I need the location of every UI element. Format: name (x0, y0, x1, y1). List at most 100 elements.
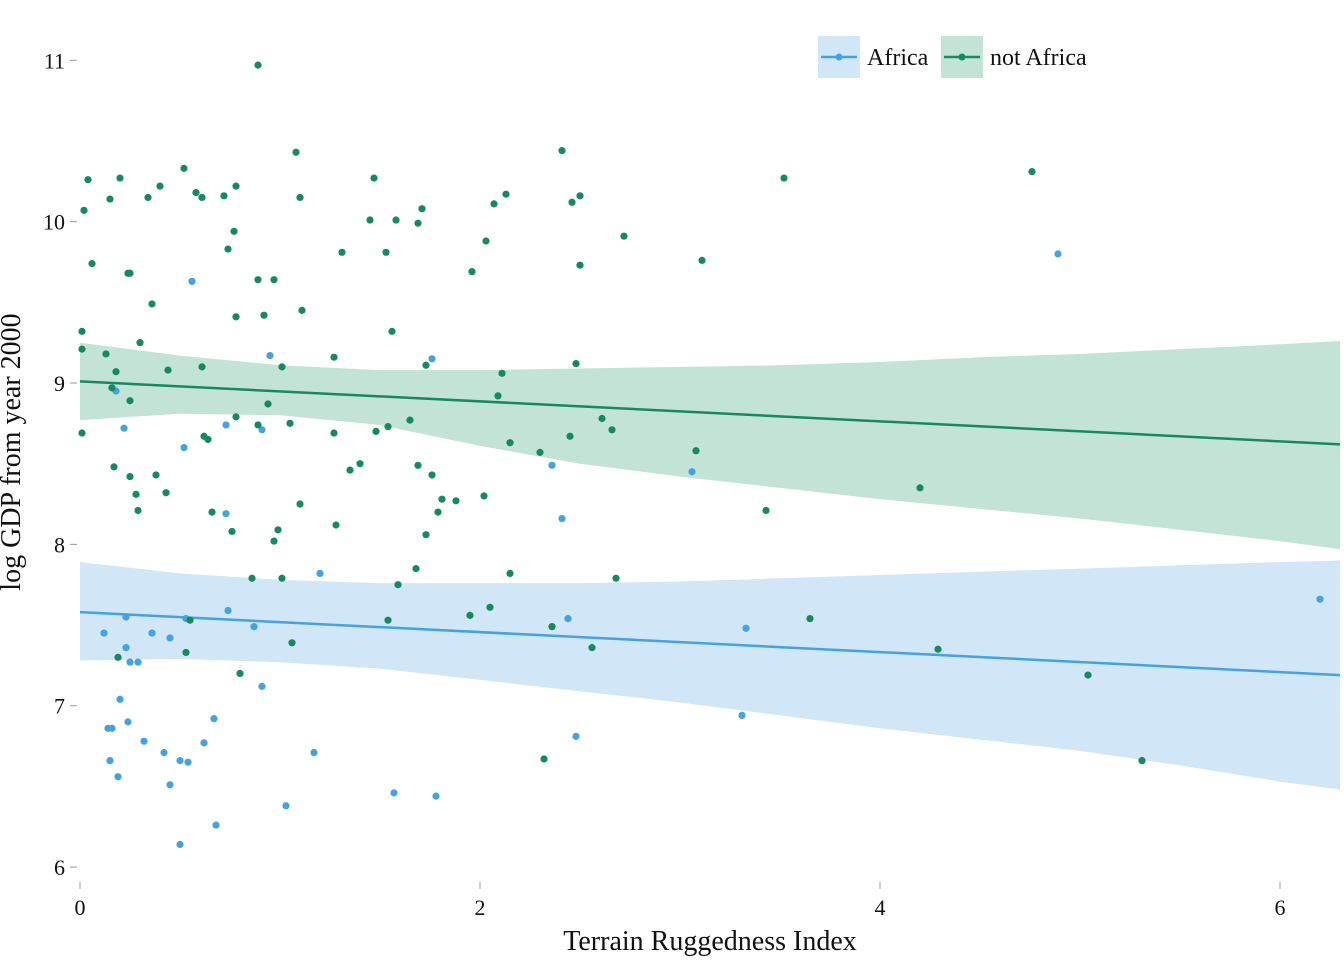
data-point-africa (100, 629, 108, 637)
legend-label-africa: Africa (867, 45, 929, 71)
data-point-not-africa (692, 447, 700, 455)
data-point-africa (134, 658, 142, 666)
x-tick-label: 6 (1275, 895, 1286, 920)
x-tick-label: 0 (75, 895, 86, 920)
data-point-not-africa (438, 495, 446, 503)
data-point-not-africa (286, 419, 294, 427)
data-point-not-africa (110, 463, 118, 471)
data-point-not-africa (1084, 671, 1092, 679)
data-point-not-africa (346, 466, 354, 474)
data-point-not-africa (126, 269, 134, 277)
data-point-not-africa (224, 245, 232, 253)
data-point-not-africa (278, 574, 286, 582)
data-point-not-africa (502, 190, 510, 198)
data-point-not-africa (330, 429, 338, 437)
data-point-not-africa (152, 471, 160, 479)
data-point-not-africa (296, 500, 304, 508)
data-point-not-africa (80, 206, 88, 214)
y-tick-label: 11 (44, 48, 65, 73)
data-point-africa (222, 510, 230, 518)
data-point-not-africa (482, 237, 490, 245)
data-point-africa (742, 624, 750, 632)
data-point-not-africa (228, 527, 236, 536)
y-tick-label: 9 (54, 371, 65, 396)
data-point-not-africa (232, 313, 240, 321)
y-tick-label: 8 (54, 532, 65, 557)
data-point-africa (282, 802, 290, 810)
data-point-africa (212, 821, 220, 829)
x-axis-title: Terrain Ruggedness Index (563, 926, 857, 957)
data-point-not-africa (506, 439, 514, 447)
confidence-band-africa (80, 560, 1340, 790)
data-point-not-africa (486, 603, 494, 611)
data-points (78, 61, 1324, 849)
data-point-not-africa (182, 648, 190, 657)
data-point-not-africa (1028, 168, 1036, 176)
data-point-not-africa (198, 193, 206, 202)
data-point-africa (116, 695, 124, 703)
data-point-africa (258, 682, 266, 690)
data-point-not-africa (278, 363, 286, 371)
data-point-not-africa (298, 306, 306, 314)
data-point-not-africa (112, 368, 120, 376)
data-point-not-africa (498, 369, 506, 377)
data-point-not-africa (236, 669, 244, 678)
data-point-not-africa (608, 426, 616, 434)
data-point-not-africa (412, 564, 420, 573)
data-point-not-africa (192, 188, 200, 197)
data-point-not-africa (406, 416, 414, 424)
data-point-not-africa (384, 616, 392, 624)
data-point-not-africa (230, 227, 238, 235)
data-point-not-africa (254, 61, 262, 69)
data-point-africa (266, 351, 274, 360)
data-point-not-africa (612, 574, 620, 582)
data-point-africa (120, 424, 128, 432)
data-point-not-africa (576, 261, 584, 269)
data-point-africa (188, 277, 196, 285)
data-point-not-africa (232, 413, 240, 421)
data-point-africa (106, 756, 114, 765)
data-point-not-africa (164, 366, 172, 374)
data-point-not-africa (274, 526, 282, 534)
data-point-not-africa (540, 755, 548, 763)
data-point-not-africa (78, 429, 86, 437)
x-tick-label: 4 (875, 895, 886, 920)
data-point-africa (432, 792, 440, 800)
data-point-not-africa (480, 492, 488, 500)
data-point-africa (222, 421, 230, 429)
data-point-not-africa (806, 614, 814, 623)
data-point-not-africa (1138, 756, 1146, 765)
data-point-africa (564, 614, 572, 623)
data-point-africa (258, 426, 266, 434)
y-tick-label: 10 (43, 210, 65, 235)
data-point-not-africa (620, 232, 628, 240)
data-point-not-africa (198, 363, 206, 371)
legend-point-africa (835, 53, 843, 61)
data-point-not-africa (388, 327, 396, 335)
data-point-not-africa (422, 531, 430, 539)
data-point-africa (124, 718, 132, 726)
data-point-africa (114, 773, 122, 781)
data-point-not-africa (208, 508, 216, 516)
data-point-not-africa (392, 216, 400, 224)
data-point-africa (108, 724, 116, 732)
data-point-not-africa (568, 198, 576, 206)
data-point-africa (224, 606, 232, 615)
data-point-not-africa (366, 216, 374, 224)
data-point-not-africa (84, 176, 92, 184)
data-point-africa (1054, 250, 1062, 258)
data-point-africa (166, 634, 174, 642)
data-point-not-africa (288, 639, 296, 647)
data-point-africa (140, 737, 148, 745)
data-point-not-africa (134, 506, 142, 515)
data-point-africa (250, 623, 258, 631)
data-point-not-africa (270, 537, 278, 545)
legend-label-not-africa: not Africa (990, 45, 1087, 71)
data-point-not-africa (506, 569, 514, 578)
data-point-not-africa (296, 193, 304, 202)
data-point-africa (548, 461, 556, 469)
data-point-not-africa (934, 645, 942, 653)
data-point-africa (572, 732, 580, 740)
data-point-not-africa (156, 182, 164, 190)
